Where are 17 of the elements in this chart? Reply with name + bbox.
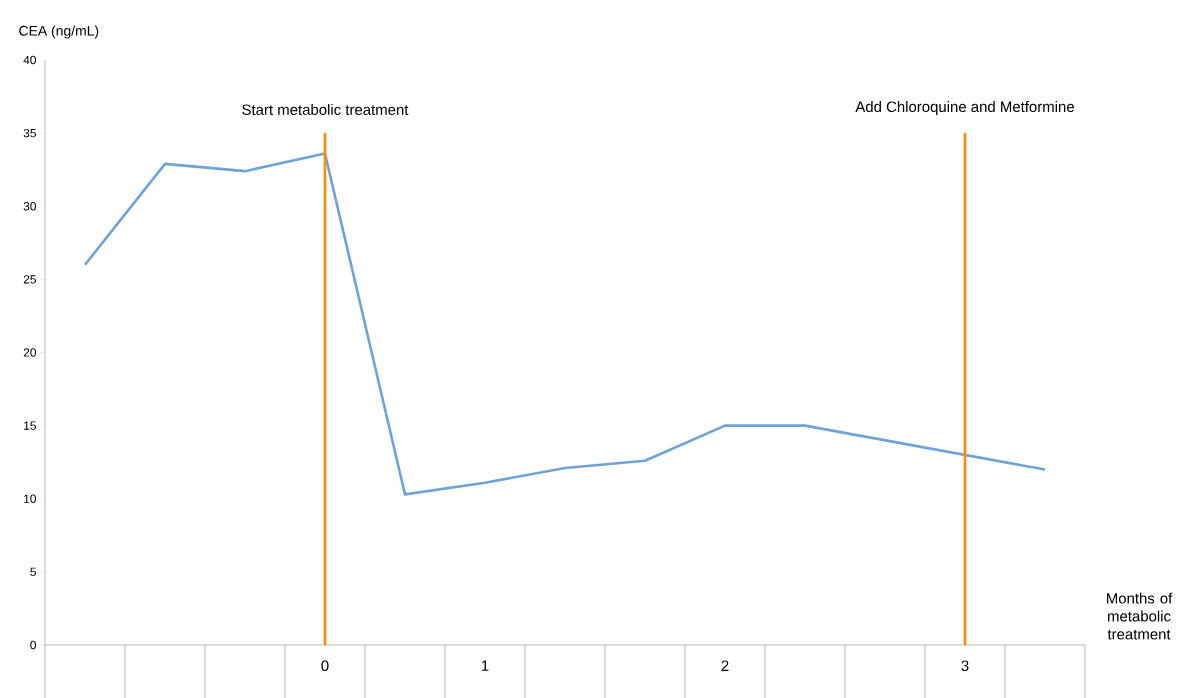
x-axis-title: Months of metabolic treatment — [1107, 592, 1173, 640]
x-tick-label: 2 — [721, 660, 729, 671]
y-tick-label: 0 — [30, 640, 37, 650]
y-axis-title: CEA (ng/mL) — [19, 25, 99, 39]
y-tick-label: 40 — [23, 55, 37, 65]
x-tick-label: 0 — [321, 660, 329, 672]
y-tick-label: 30 — [23, 202, 37, 211]
y-tick-label: 5 — [30, 567, 36, 577]
ref-line-label: Start metabolic treatment — [242, 104, 409, 115]
y-tick-label: 15 — [24, 421, 36, 430]
x-tick-label: 3 — [961, 660, 969, 672]
y-tick-label: 25 — [23, 275, 36, 284]
y-tick-label: 10 — [24, 494, 37, 503]
y-tick-label: 20 — [23, 348, 37, 357]
y-tick-label: 35 — [23, 128, 36, 138]
x-tick-label: 1 — [481, 660, 489, 671]
ref-line-label: Add Chloroquine and Metformine — [855, 101, 1074, 115]
